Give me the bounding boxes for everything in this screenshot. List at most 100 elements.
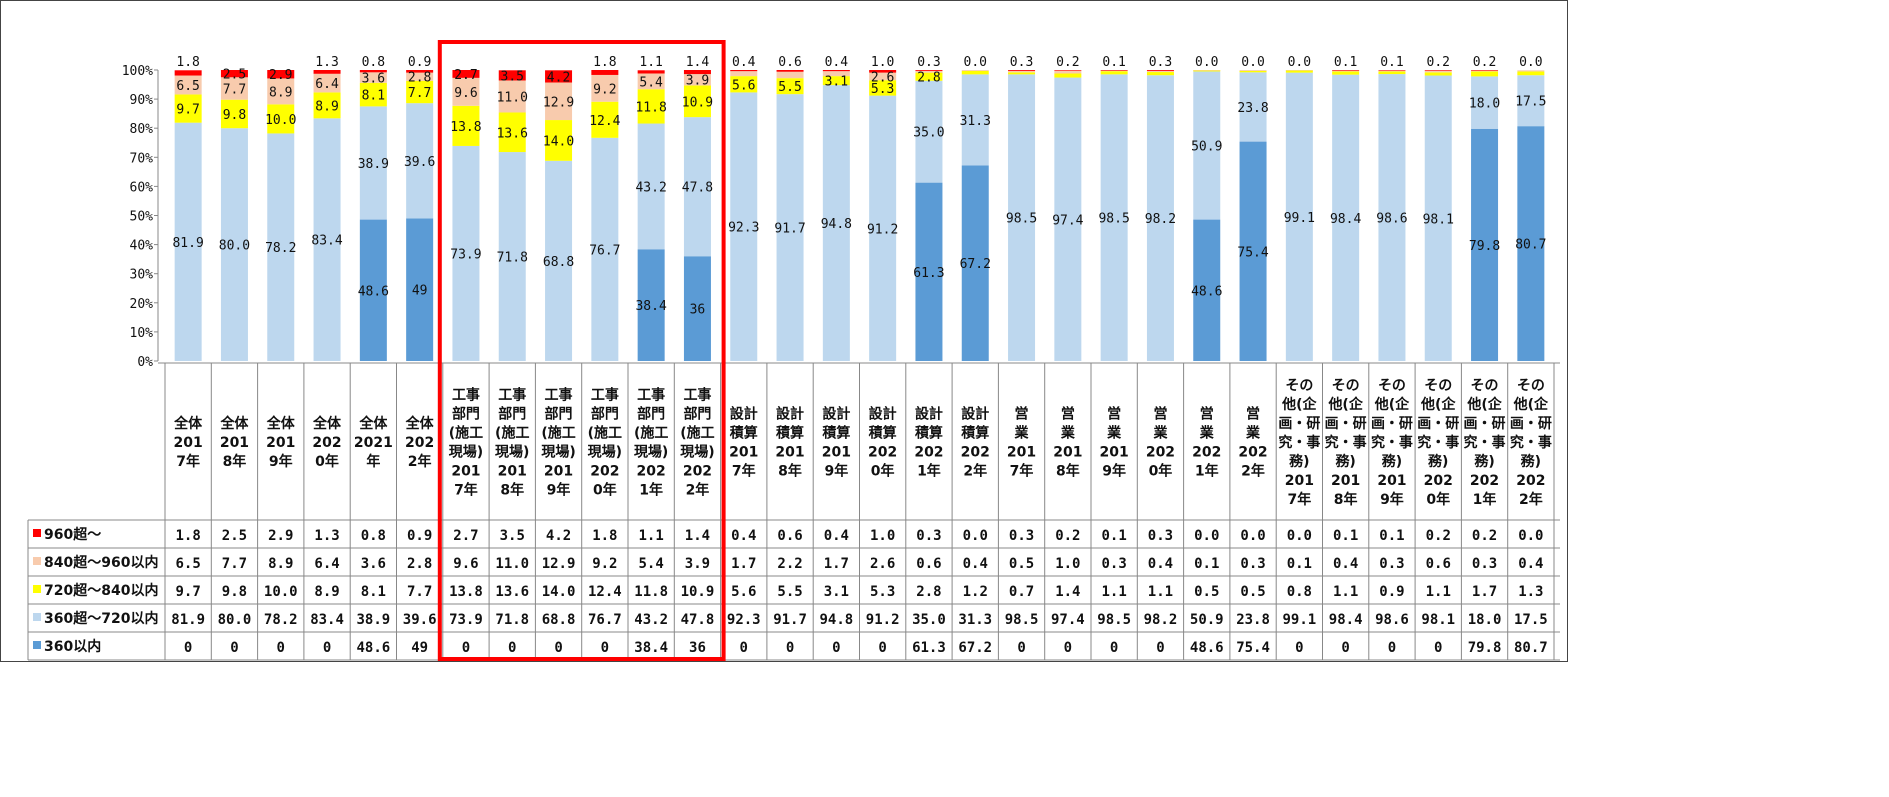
data-label: 6.4 (315, 77, 339, 92)
bar-segment (961, 74, 989, 166)
category-label: 全体 (219, 415, 249, 432)
table-cell: 0.6 (1426, 556, 1451, 572)
data-label: 35.0 (913, 126, 944, 141)
table-cell: 1.7 (824, 556, 849, 572)
category-label: 究・事 (1510, 434, 1552, 451)
category-label: 0年 (1149, 463, 1173, 480)
data-label: 3.5 (501, 69, 524, 84)
data-label: 1.3 (315, 55, 338, 70)
category-label: 現場) (634, 444, 668, 461)
table-cell: 9.8 (222, 584, 247, 600)
data-label: 98.6 (1376, 212, 1407, 227)
table-cell: 0.5 (1009, 556, 1034, 572)
bar-segment (1100, 74, 1128, 362)
table-cell: 8.9 (268, 556, 293, 572)
category-label: 201 (544, 464, 573, 480)
data-label: 1.8 (176, 55, 199, 70)
category-label: 全体 (358, 415, 388, 432)
data-label: 36 (690, 303, 706, 318)
data-label: 79.8 (1469, 239, 1500, 254)
table-cell: 0.2 (1055, 528, 1080, 544)
data-label: 7.7 (223, 82, 246, 97)
category-label: 工事 (498, 387, 526, 404)
category-label: 201 (451, 464, 480, 480)
bar-segment (359, 72, 387, 83)
category-label: その (1332, 378, 1360, 394)
data-label: 2.8 (408, 71, 431, 86)
category-label: (施工 (634, 425, 668, 442)
bar-segment (267, 104, 295, 134)
bar-segment (683, 74, 711, 86)
bar-segment (1008, 70, 1036, 71)
bar-segment (1100, 70, 1128, 72)
category-label: 201 (1007, 445, 1036, 461)
data-label: 10.9 (682, 95, 713, 110)
data-label: 0.4 (732, 55, 756, 70)
bar-segment (498, 80, 526, 113)
table-cell: 48.6 (356, 640, 390, 656)
category-label: 年 (366, 453, 380, 470)
data-label: 2.9 (269, 68, 292, 83)
data-label: 0.0 (1195, 55, 1218, 70)
bar-segment (1424, 70, 1452, 73)
data-label: 80.0 (219, 239, 250, 254)
data-label: 0.2 (1427, 55, 1450, 70)
bar-segment (267, 133, 295, 361)
bar-segment (683, 256, 711, 361)
data-label: 38.4 (635, 299, 666, 314)
table-cell: 12.4 (588, 584, 622, 600)
bar-segment (1378, 70, 1406, 72)
table-cell: 0.4 (824, 528, 849, 544)
data-label: 98.5 (1006, 212, 1037, 227)
bar-segment (869, 80, 897, 96)
table-cell: 76.7 (588, 612, 622, 628)
data-label: 13.6 (497, 126, 528, 141)
category-label: 営 (1200, 406, 1214, 423)
data-label: 17.5 (1515, 95, 1546, 110)
bar-segment (683, 70, 711, 75)
bar-segment (1471, 76, 1499, 129)
data-label: 98.1 (1423, 212, 1454, 227)
data-label: 81.9 (172, 236, 203, 251)
table-cell: 67.2 (958, 640, 992, 656)
legend-swatch (33, 585, 41, 593)
category-label: その (1378, 378, 1406, 394)
table-cell: 31.3 (958, 612, 992, 628)
table-cell: 0.0 (1240, 528, 1265, 544)
category-label: 営 (1107, 406, 1121, 423)
table-cell: 49 (411, 640, 428, 656)
bar-segment (406, 103, 434, 219)
table-cell: 14.0 (542, 584, 576, 600)
legend-label: 720超～840以内 (44, 582, 158, 599)
category-label: 0年 (315, 453, 339, 470)
category-label: 画・研 (1371, 416, 1413, 432)
bar-segment (1054, 73, 1082, 78)
category-label: 究・事 (1464, 434, 1506, 451)
table-cell: 7.7 (407, 584, 432, 600)
y-tick-label: 40% (130, 239, 154, 254)
category-label: 部門 (637, 406, 665, 423)
data-label: 98.5 (1098, 212, 1129, 227)
data-label: 67.2 (960, 257, 991, 272)
data-label: 47.8 (682, 181, 713, 196)
data-label: 1.1 (639, 55, 662, 70)
category-label: 0年 (593, 482, 617, 499)
category-label: 7年 (1287, 491, 1311, 508)
bar-segment (359, 106, 387, 220)
category-label: 設計 (869, 406, 897, 423)
y-tick-label: 0% (137, 355, 153, 370)
bar-segment (776, 71, 804, 79)
table-cell: 6.4 (314, 556, 339, 572)
data-label: 9.7 (176, 103, 199, 118)
table-cell: 13.8 (449, 584, 483, 600)
bar-segment (1146, 70, 1174, 73)
category-label: 現場) (449, 444, 483, 461)
category-label: 202 (1192, 445, 1221, 461)
table-cell: 36 (689, 640, 706, 656)
data-label: 75.4 (1237, 245, 1268, 260)
y-tick-label: 60% (130, 180, 154, 195)
data-label: 0.1 (1380, 55, 1403, 70)
bar-segment (1332, 74, 1360, 361)
category-label: 9年 (1380, 491, 1404, 508)
category-label: 201 (220, 435, 249, 451)
